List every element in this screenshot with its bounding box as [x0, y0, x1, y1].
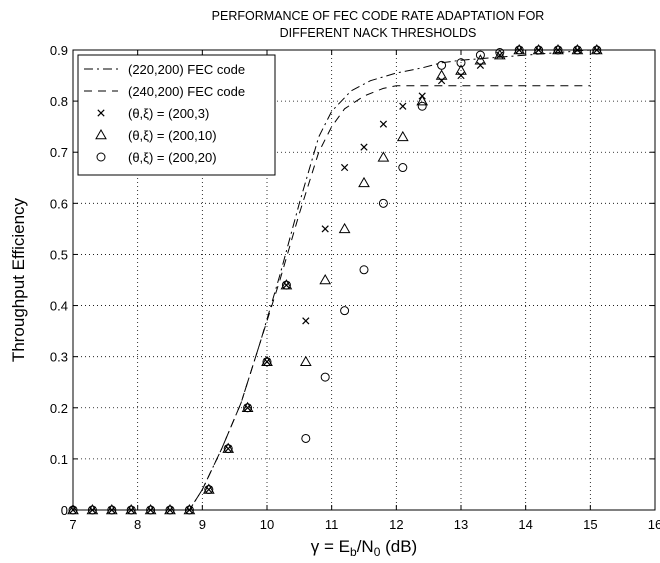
series-5-point	[340, 306, 350, 316]
series-3-point	[457, 71, 465, 80]
y-tick-label: 0.6	[50, 196, 68, 211]
legend-swatch-3	[97, 109, 105, 117]
x-tick-label: 7	[69, 517, 76, 532]
series-4-point	[377, 151, 390, 162]
x-tick-labels: 7 8 9 10 11 12 13 14 15 16	[69, 517, 660, 532]
series-3-point	[360, 143, 368, 151]
series-5-point	[301, 433, 311, 443]
x-tick-label: 15	[583, 517, 597, 532]
series-4-point	[474, 54, 487, 65]
y-tick-labels: 0 0.1 0.2 0.3 0.4 0.5 0.6 0.7 0.8 0.9	[50, 43, 68, 518]
series-5-point	[359, 265, 369, 275]
series-5-point	[281, 280, 291, 290]
series-3-point-stroke-b	[437, 77, 446, 85]
y-tick-label: 0.9	[50, 43, 68, 58]
y-axis-label: Throughput Efficiency	[9, 197, 28, 362]
x-tick-label: 13	[454, 517, 468, 532]
series-5-point	[398, 163, 408, 173]
series-3-point-stroke-b	[476, 61, 485, 69]
x-tick-label: 14	[518, 517, 532, 532]
legend-label-5: (θ,ξ) = (200,20)	[128, 150, 217, 165]
plot-frame	[72, 49, 656, 511]
y-tick-label: 0.3	[50, 350, 68, 365]
series-5-point	[243, 403, 253, 413]
series-5-point	[378, 198, 388, 208]
series-3-point	[437, 77, 446, 85]
x-tick-label: 16	[648, 517, 660, 532]
series-3-point	[476, 61, 485, 69]
y-tick-label: 0	[61, 503, 68, 518]
legend-swatch-4	[95, 128, 107, 140]
series-3-point	[302, 317, 310, 325]
chart-title-line-2: DIFFERENT NACK THRESHOLDS	[280, 26, 477, 40]
series-4-point	[493, 49, 506, 60]
legend-label-3: (θ,ξ) = (200,3)	[128, 106, 209, 121]
legend-swatch-3-stroke-b	[97, 109, 105, 117]
series-3-point-stroke-b	[457, 71, 465, 80]
series-3-point	[205, 485, 213, 494]
x-tick-label: 9	[199, 517, 206, 532]
series-3-point	[379, 120, 388, 128]
series-3-point-stroke-b	[360, 143, 368, 151]
series-4-point	[435, 69, 448, 80]
legend-label-1: (220,200) FEC code	[128, 62, 245, 77]
y-tick-label: 0.1	[50, 452, 68, 467]
series-4-point	[299, 355, 312, 367]
series-3-point	[282, 281, 291, 289]
series-3-point	[321, 225, 329, 233]
series-5-point	[475, 50, 485, 60]
y-tick-label: 0.8	[50, 94, 68, 109]
series-4	[67, 43, 603, 515]
y-tick-label: 0.2	[50, 401, 68, 416]
series-3-point	[224, 445, 232, 453]
x-tick-label: 12	[389, 517, 403, 532]
series-4-point	[319, 273, 332, 285]
series-5-point	[262, 357, 272, 367]
series-5-point	[417, 101, 427, 111]
x-tick-label: 11	[325, 517, 339, 532]
series-5-point	[204, 485, 214, 495]
series-2	[73, 85, 591, 511]
chart-title-line-1: PERFORMANCE OF FEC CODE RATE ADAPTATION …	[212, 9, 545, 23]
series-4-point	[338, 222, 351, 234]
series-3-point-stroke-b	[302, 317, 310, 325]
x-axis-label: γ = Eb/N0 (dB)	[311, 537, 417, 559]
series-5-point	[437, 60, 447, 70]
legend: (220,200) FEC code (240,200) FEC code (θ,ξ…	[77, 54, 276, 176]
series-5-point	[223, 444, 233, 454]
legend-label-2: (240,200) FEC code	[128, 84, 245, 99]
series-3-point	[263, 358, 271, 366]
y-tick-label: 0.5	[50, 247, 68, 262]
series-4-point	[416, 95, 429, 106]
series-3-point-stroke-b	[321, 225, 329, 233]
series-3-point-stroke-b	[340, 163, 349, 172]
x-tick-label: 10	[260, 517, 274, 532]
series-5-point	[456, 58, 466, 68]
x-tick-label: 8	[134, 517, 141, 532]
y-tick-label: 0.7	[50, 145, 68, 160]
series-5-point	[495, 48, 505, 58]
series-5-point	[320, 372, 330, 382]
series-3-point-stroke-b	[399, 102, 407, 110]
legend-label-4: (θ,ξ) = (200,10)	[128, 128, 217, 143]
series-3-point-stroke-b	[379, 120, 388, 128]
legend-box	[77, 54, 276, 176]
series-4-point	[396, 130, 409, 142]
series-3-point	[399, 102, 407, 110]
y-tick-label: 0.4	[50, 299, 68, 314]
series-3-point	[340, 163, 349, 172]
series-4-point	[455, 64, 467, 75]
series-4-point	[358, 176, 370, 188]
legend-swatch-5	[96, 152, 106, 162]
series-2-line	[73, 85, 591, 511]
